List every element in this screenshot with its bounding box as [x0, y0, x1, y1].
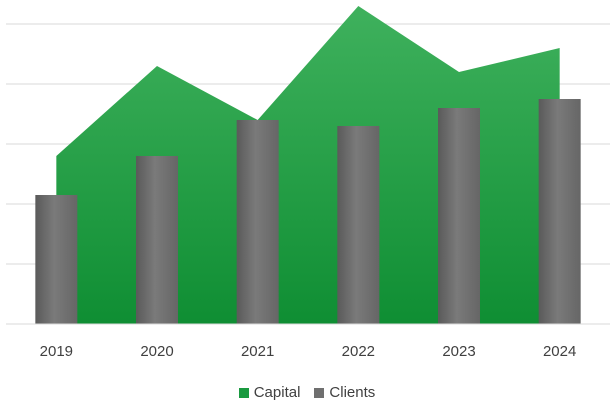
bar-clients-2019: [35, 195, 78, 324]
legend-label-clients: Clients: [329, 384, 376, 401]
bar-clients-2022: [337, 126, 380, 324]
legend-item-clients: Clients: [314, 384, 375, 401]
bar-clients-2021: [236, 120, 279, 324]
legend-item-capital: Capital: [238, 384, 301, 401]
bar-clients-2020: [136, 156, 178, 324]
bar-clients-2024: [538, 99, 581, 324]
legend-swatch-capital: [238, 387, 249, 398]
x-tick-label-2022: 2022: [342, 343, 375, 360]
x-tick-label-2019: 2019: [40, 343, 73, 360]
legend: Capital Clients: [0, 384, 614, 401]
bar-clients-2023: [438, 108, 480, 324]
x-tick-label-2023: 2023: [442, 343, 475, 360]
x-tick-label-2020: 2020: [140, 343, 173, 360]
legend-label-capital: Capital: [253, 384, 301, 401]
area-series-capital: [56, 6, 560, 324]
x-tick-label-2024: 2024: [543, 343, 576, 360]
legend-swatch-clients: [314, 387, 325, 398]
x-tick-label-2021: 2021: [241, 343, 274, 360]
